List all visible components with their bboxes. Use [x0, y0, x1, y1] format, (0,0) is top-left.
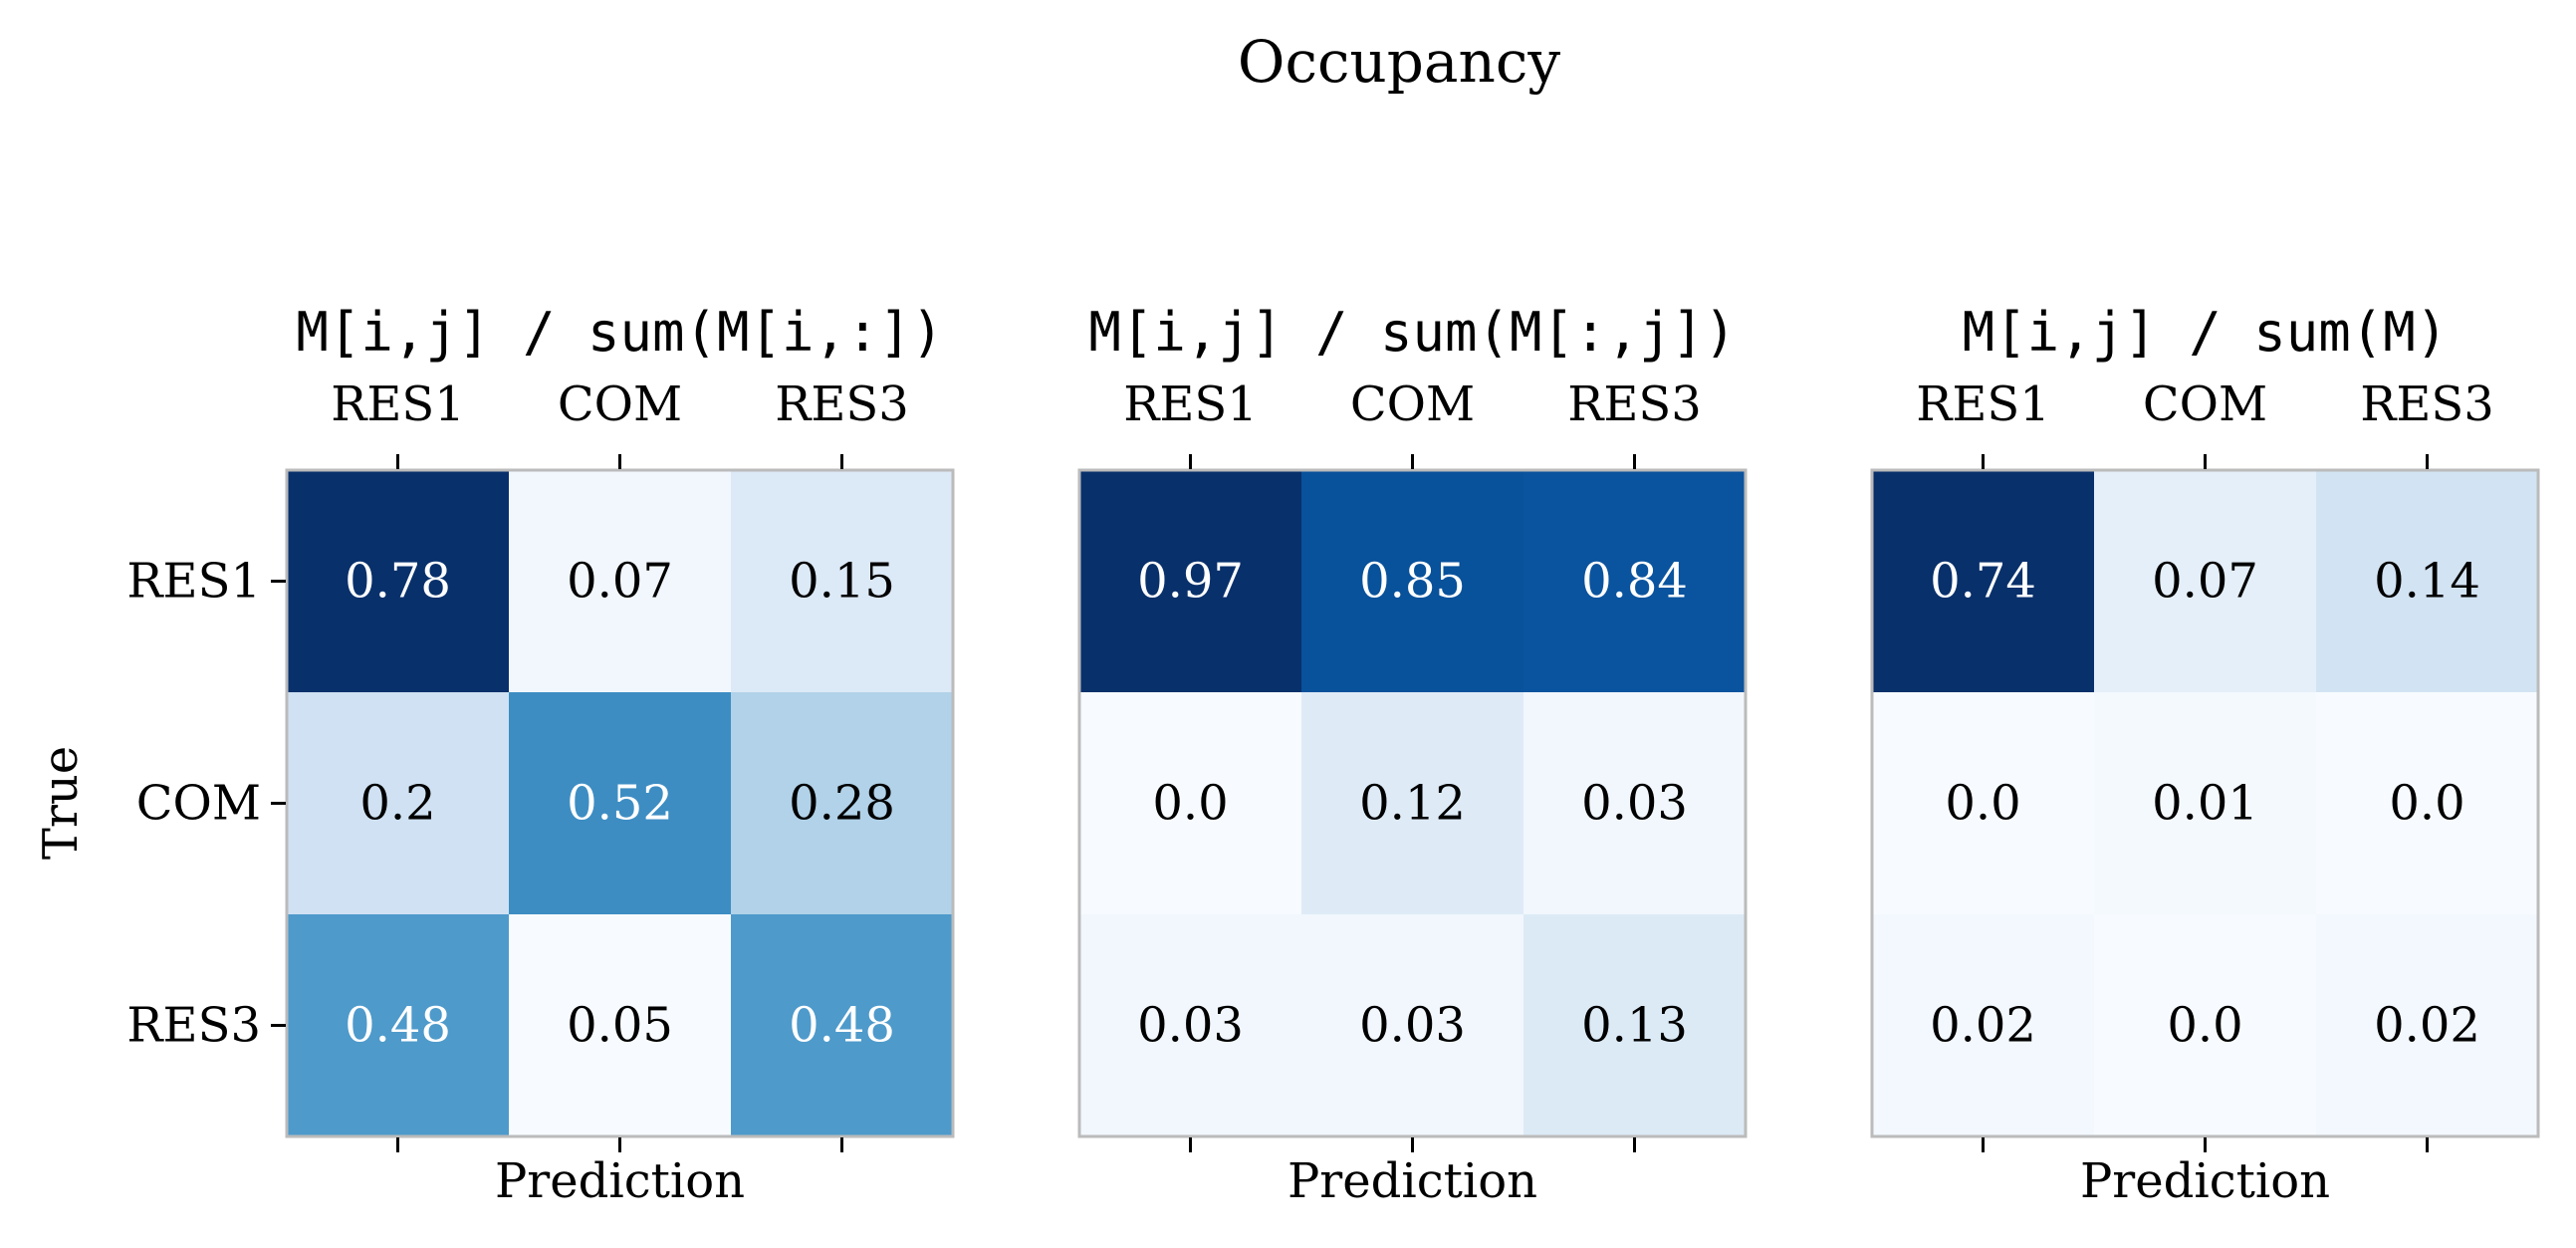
- heatmap-cell: [1301, 914, 1523, 1136]
- cell-value-label: 0.02: [1930, 998, 2036, 1054]
- cell-value-label: 0.15: [789, 554, 895, 610]
- heatmap-cell: [731, 692, 953, 914]
- heatmap-cell: [1872, 914, 2094, 1136]
- heatmap-cell: [287, 692, 509, 914]
- cell-value-label: 0.84: [1581, 554, 1688, 610]
- cell-value-label: 0.48: [345, 998, 451, 1054]
- x-tick-label: RES1: [1916, 376, 2050, 432]
- cell-value-label: 0.03: [1581, 776, 1688, 832]
- heatmap-cell: [1523, 470, 1746, 692]
- cell-value-label: 0.0: [1945, 776, 2020, 832]
- heatmap-cell: [509, 470, 731, 692]
- heatmap-cell: [2316, 914, 2538, 1136]
- heatmap-cell: [2094, 470, 2316, 692]
- heatmap-cell: [1301, 470, 1523, 692]
- heatmap-cell: [2316, 470, 2538, 692]
- y-axis-label: True: [33, 746, 89, 860]
- cell-value-label: 0.07: [2152, 554, 2258, 610]
- cell-value-label: 0.97: [1137, 554, 1244, 610]
- panel-frame: [285, 468, 955, 1138]
- x-tick-label: RES3: [1567, 376, 1702, 432]
- heatmap-cell: [731, 470, 953, 692]
- heatmap-panel-3: M[i,j] / sum(M) 0.74 0.07 0.14 0.0 0.01 0.0 0.0…: [1870, 301, 2540, 1209]
- heatmap-panel-1: M[i,j] / sum(M[i,:]) 0.78 0.07 0.15 0.2 0.52 0…: [126, 301, 955, 1209]
- x-axis-label: Prediction: [495, 1153, 745, 1209]
- cell-value-label: 0.13: [1581, 998, 1688, 1054]
- cell-value-label: 0.01: [2152, 776, 2258, 832]
- cell-value-label: 0.05: [567, 998, 673, 1054]
- cell-value-label: 0.07: [567, 554, 673, 610]
- heatmap-cell: [1872, 692, 2094, 914]
- cell-value-label: 0.0: [1152, 776, 1228, 832]
- panel-frame: [1870, 468, 2540, 1138]
- x-tick-label: RES1: [331, 376, 465, 432]
- cell-value-label: 0.48: [789, 998, 895, 1054]
- cell-value-label: 0.52: [567, 776, 673, 832]
- cell-value-label: 0.0: [2389, 776, 2464, 832]
- y-tick-label: COM: [136, 776, 261, 832]
- y-tick-label: RES3: [126, 998, 261, 1054]
- heatmap-cell: [2316, 692, 2538, 914]
- x-tick-label: RES3: [2360, 376, 2494, 432]
- panel-title: M[i,j] / sum(M[i,:]): [296, 301, 943, 364]
- cell-value-label: 0.2: [359, 776, 435, 832]
- panel-frame: [1077, 468, 1748, 1138]
- heatmap-cell: [731, 914, 953, 1136]
- heatmap-panel-2: M[i,j] / sum(M[:,j]) 0.97 0.85 0.84 0.0 0.12 0…: [1077, 301, 1748, 1209]
- y-tick-label: RES1: [126, 554, 261, 610]
- heatmap-cell: [1872, 470, 2094, 692]
- cell-value-label: 0.0: [2167, 998, 2242, 1054]
- heatmap-cell: [1079, 914, 1301, 1136]
- x-tick-label: RES3: [775, 376, 909, 432]
- cell-value-label: 0.74: [1930, 554, 2036, 610]
- panel-title: M[i,j] / sum(M): [1963, 301, 2449, 364]
- x-tick-label: COM: [2143, 376, 2267, 432]
- cell-value-label: 0.03: [1359, 998, 1466, 1054]
- heatmap-cell: [1079, 692, 1301, 914]
- cell-value-label: 0.28: [789, 776, 895, 832]
- heatmap-cell: [509, 914, 731, 1136]
- heatmap-cell: [2094, 692, 2316, 914]
- figure-title: Occupancy: [1238, 28, 1560, 96]
- panels: M[i,j] / sum(M[i,:]) 0.78 0.07 0.15 0.2 0.52 0…: [126, 301, 2540, 1209]
- heatmap-cell: [2094, 914, 2316, 1136]
- x-axis-label: Prediction: [2080, 1153, 2330, 1209]
- heatmap-cell: [1523, 914, 1746, 1136]
- cell-value-label: 0.14: [2374, 554, 2480, 610]
- cell-value-label: 0.85: [1359, 554, 1466, 610]
- x-axis-label: Prediction: [1288, 1153, 1537, 1209]
- heatmap-cell: [1301, 692, 1523, 914]
- heatmap-cell: [287, 470, 509, 692]
- heatmap-cell: [287, 914, 509, 1136]
- x-tick-label: RES1: [1123, 376, 1258, 432]
- x-tick-label: COM: [558, 376, 682, 432]
- heatmap-cell: [509, 692, 731, 914]
- heatmap-cell: [1079, 470, 1301, 692]
- cell-value-label: 0.78: [345, 554, 451, 610]
- cell-value-label: 0.12: [1359, 776, 1466, 832]
- cell-value-label: 0.02: [2374, 998, 2480, 1054]
- heatmap-cell: [1523, 692, 1746, 914]
- cell-value-label: 0.03: [1137, 998, 1244, 1054]
- x-tick-label: COM: [1350, 376, 1475, 432]
- panel-title: M[i,j] / sum(M[:,j]): [1088, 301, 1736, 364]
